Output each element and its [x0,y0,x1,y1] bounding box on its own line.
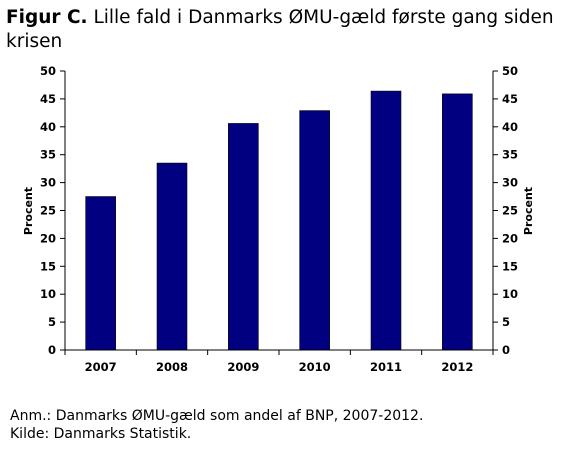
bar-2010 [299,110,330,351]
y-tick-label-left: 45 [40,92,56,106]
x-tick-label: 2010 [299,360,331,374]
x-tick-label: 2008 [156,360,188,374]
y-tick-label-left: 30 [40,176,56,190]
y-tick-label-right: 20 [502,231,518,245]
figure-label: Figur C. [6,7,88,28]
y-tick-label-left: 20 [40,231,56,245]
x-tick-label: 2009 [227,360,259,374]
bar-chart: 0 5 10 15 20 25 30 35 40 45 50 0 5 10 15 20 25 30 35 40 45 5… [22,64,535,374]
chart-title: Figur C. Lille fald i Danmarks ØMU-gæld … [6,6,566,54]
y-tick-label-right: 15 [502,259,518,273]
x-tick-label: 2011 [370,360,402,374]
bar-2012 [442,93,473,351]
y-ticks-right: 0 5 10 15 20 25 30 35 40 45 50 [493,64,518,357]
y-tick-label-right: 35 [502,148,518,162]
y-tick-label-left: 10 [40,287,56,301]
bar-2009 [228,123,259,351]
y-tick-label-right: 50 [502,64,518,78]
bar-2011 [370,90,402,351]
note-source: Kilde: Danmarks Statistik. [10,426,192,442]
y-tick-label-left: 25 [40,204,56,218]
y-tick-label-left: 5 [48,315,56,329]
y-tick-label-right: 25 [502,204,518,218]
y-tick-label-right: 10 [502,287,518,301]
x-tick-label: 2012 [441,360,473,374]
y-tick-label-right: 40 [502,120,518,134]
y-tick-label-right: 30 [502,176,518,190]
y-tick-label-left: 0 [48,343,56,357]
figure-title-text: Lille fald i Danmarks ØMU-gæld første ga… [6,7,554,52]
x-tick-label: 2007 [85,360,117,374]
y-tick-label-left: 50 [40,64,56,78]
bars-group [85,90,473,351]
x-tick-labels: 2007 2008 2009 2010 2011 2012 [64,350,494,374]
y-tick-label-left: 40 [40,120,56,134]
y-tick-label-left: 35 [40,148,56,162]
y-ticks-left: 0 5 10 15 20 25 30 35 40 45 50 [40,64,65,357]
y-tick-label-left: 15 [40,259,56,273]
chart-notes: Anm.: Danmarks ØMU-gæld som andel af BNP… [10,407,565,443]
y-axis-label-left: Procent [22,187,35,235]
bar-2008 [156,162,188,351]
y-axis-label-right: Procent [522,187,535,235]
y-tick-label-right: 45 [502,92,518,106]
bar-2007 [85,196,116,351]
note-annotation: Anm.: Danmarks ØMU-gæld som andel af BNP… [10,408,424,424]
y-tick-label-right: 0 [502,343,510,357]
y-tick-label-right: 5 [502,315,510,329]
